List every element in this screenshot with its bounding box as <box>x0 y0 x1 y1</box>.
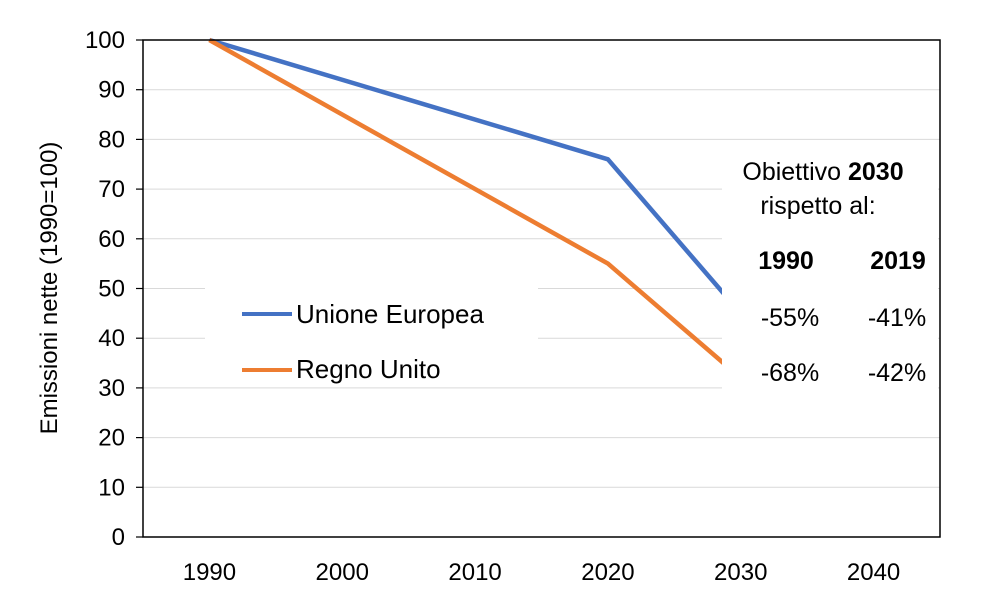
y-tick-label-10: 10 <box>98 474 125 501</box>
annotation-title: Obiettivo 2030 <box>742 158 903 186</box>
y-tick-label-90: 90 <box>98 77 125 104</box>
annotation-title-bold: 2030 <box>848 158 904 186</box>
y-tick-label-60: 60 <box>98 226 125 253</box>
y-tick-label-80: 80 <box>98 126 125 153</box>
y-tick-label-70: 70 <box>98 176 125 203</box>
annotation-value-ue-2019: -41% <box>868 304 926 332</box>
x-tick-label-1990: 1990 <box>183 559 236 586</box>
annotation-background <box>722 150 938 395</box>
y-axis-label: Emissioni nette (1990=100) <box>36 142 63 435</box>
y-tick-label-100: 100 <box>85 27 125 54</box>
legend-label-unione-europea: Unione Europea <box>296 299 484 329</box>
target-annotation: Obiettivo 2030 rispetto al: 1990 2019 -5… <box>722 150 938 395</box>
series-line-unione-europea <box>208 37 743 315</box>
annotation-title-regular: Obiettivo <box>742 158 841 186</box>
x-tick-label-2000: 2000 <box>316 559 369 586</box>
annotation-header-2019: 2019 <box>870 247 926 275</box>
y-tick-label-30: 30 <box>98 375 125 402</box>
y-tick-label-40: 40 <box>98 325 125 352</box>
y-tick-label-20: 20 <box>98 425 125 452</box>
series-line-regno-unito <box>208 38 743 380</box>
y-tick-label-50: 50 <box>98 276 125 303</box>
annotation-subtitle: rispetto al: <box>760 192 875 220</box>
annotation-value-uk-1990: -68% <box>761 359 819 387</box>
x-tick-labels: 1990 2000 2010 2020 2030 2040 <box>183 559 901 586</box>
annotation-value-ue-1990: -55% <box>761 304 819 332</box>
x-tick-label-2030: 2030 <box>714 559 767 586</box>
y-tick-label-0: 0 <box>112 524 125 551</box>
y-tick-labels: 0 10 20 30 40 50 60 70 80 90 100 <box>85 27 143 551</box>
annotation-header-1990: 1990 <box>758 247 814 275</box>
x-tick-label-2010: 2010 <box>448 559 501 586</box>
legend-label-regno-unito: Regno Unito <box>296 354 441 384</box>
annotation-value-uk-2019: -42% <box>868 359 926 387</box>
legend: Unione Europea Regno Unito <box>205 284 538 386</box>
x-tick-label-2020: 2020 <box>581 559 634 586</box>
x-tick-label-2040: 2040 <box>847 559 900 586</box>
